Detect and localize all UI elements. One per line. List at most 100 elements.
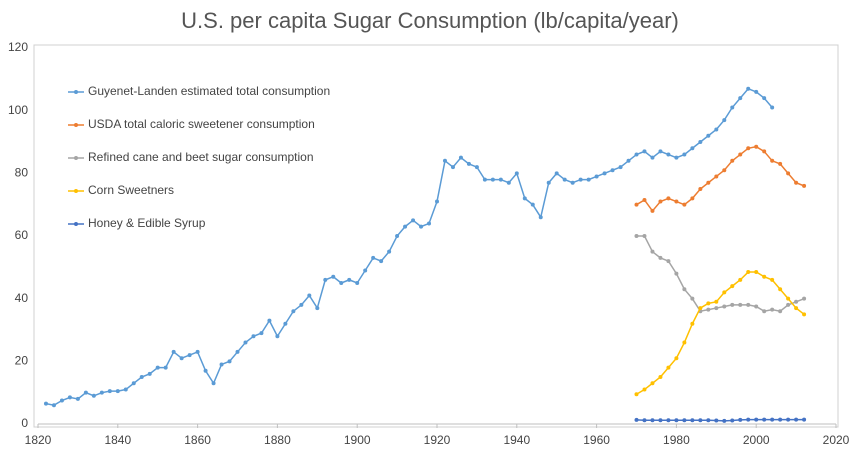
x-tick-label: 1960 (583, 433, 610, 447)
data-point (554, 171, 559, 176)
data-point (427, 221, 432, 226)
x-tick-label: 1840 (104, 433, 131, 447)
data-point (538, 215, 543, 220)
data-point (794, 306, 799, 311)
data-point (570, 180, 575, 185)
data-point (650, 155, 655, 160)
data-point (115, 389, 120, 394)
data-point (339, 281, 344, 285)
data-point (594, 174, 599, 179)
data-point (738, 152, 743, 157)
data-point (714, 299, 719, 304)
data-point (634, 234, 639, 238)
legend-label: USDA total caloric sweetener consumption (88, 117, 315, 131)
data-point (786, 417, 791, 422)
data-point (754, 144, 759, 149)
x-tick-label: 1860 (184, 433, 211, 447)
data-point (163, 365, 168, 370)
y-tick-label: 0 (21, 416, 28, 430)
data-point (650, 208, 655, 213)
series-line (636, 271, 805, 395)
data-point (634, 417, 639, 422)
data-point (195, 349, 200, 354)
data-point (722, 304, 727, 309)
data-point (642, 234, 647, 238)
data-point (666, 418, 671, 423)
data-point (698, 140, 703, 144)
data-point (738, 302, 743, 307)
data-point (139, 375, 144, 379)
legend-swatch-dot (74, 156, 78, 160)
data-point (83, 390, 88, 395)
data-point (762, 417, 767, 422)
data-point (490, 177, 495, 182)
data-point (658, 199, 663, 204)
legend-swatch-dot (74, 123, 78, 127)
data-point (778, 309, 783, 314)
data-point (450, 165, 455, 170)
data-point (674, 418, 679, 423)
data-point (219, 362, 224, 367)
data-point (522, 196, 527, 201)
y-tick-label: 80 (15, 166, 29, 180)
data-point (778, 161, 783, 166)
data-point (698, 187, 703, 191)
data-point (706, 133, 711, 138)
data-point (530, 202, 535, 207)
data-point (770, 417, 775, 422)
data-point (738, 417, 743, 422)
data-point (666, 365, 671, 370)
data-point (794, 299, 799, 304)
x-tick-label: 1820 (25, 433, 52, 447)
data-point (466, 161, 471, 166)
data-point (682, 202, 687, 207)
data-point (43, 401, 48, 406)
data-point (762, 309, 767, 314)
data-point (67, 395, 72, 400)
data-point (514, 171, 519, 176)
data-point (658, 418, 663, 423)
series-line (636, 145, 805, 213)
data-point (770, 158, 775, 163)
data-point (754, 270, 759, 275)
data-point (91, 393, 96, 398)
data-point (387, 249, 392, 254)
data-point (107, 389, 112, 394)
data-point (474, 165, 479, 170)
data-point (786, 171, 791, 176)
data-point (498, 177, 503, 182)
data-point (267, 318, 272, 323)
data-point (706, 301, 711, 306)
data-point (419, 224, 424, 229)
legend-label: Honey & Edible Syrup (88, 216, 206, 230)
data-point (442, 158, 447, 163)
data-point (347, 277, 352, 282)
data-point (674, 356, 679, 361)
data-point (666, 196, 671, 201)
data-point (259, 331, 264, 336)
data-point (802, 296, 807, 301)
data-point (746, 302, 751, 307)
data-point (610, 168, 615, 173)
data-point (754, 304, 759, 309)
data-point (323, 277, 328, 282)
data-point (754, 89, 759, 94)
data-point (714, 418, 719, 423)
data-point (746, 417, 751, 422)
data-point (682, 287, 687, 292)
data-point (722, 118, 727, 123)
data-point (650, 418, 655, 423)
data-point (690, 196, 695, 201)
data-point (131, 381, 136, 386)
data-point (730, 418, 735, 423)
y-tick-label: 40 (15, 291, 29, 305)
data-point (59, 398, 64, 403)
data-point (363, 268, 368, 273)
data-point (147, 371, 152, 376)
data-point (706, 180, 711, 185)
legend-label: Corn Sweetners (88, 183, 174, 197)
data-point (666, 259, 671, 264)
data-point (171, 349, 176, 354)
